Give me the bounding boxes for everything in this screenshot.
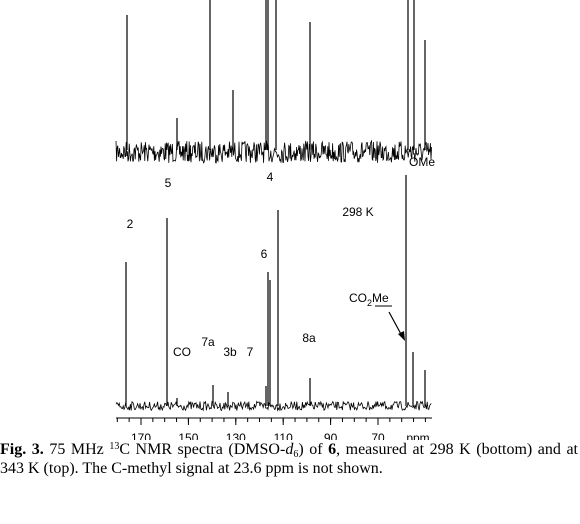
tick-label: 150 [178, 431, 198, 440]
caption-text: 75 MHz [43, 441, 110, 458]
spectra [115, 0, 432, 412]
peak-label: 5 [165, 176, 172, 190]
peak-label: CO2Me [349, 291, 389, 308]
arrow-head [398, 331, 405, 341]
tick-label: 70 [371, 431, 385, 440]
caption-sub: 6 [293, 449, 299, 460]
nmr-figure: OMe 5 4 2 298 K 6 CO2Me CO 7a 3b 7 8a 17… [115, 0, 435, 440]
peak-label: 8a [302, 331, 316, 345]
caption-sup: 13 [109, 441, 120, 452]
temperature-label: 298 K [342, 205, 373, 219]
caption-text: , measured at 298 K (bottom) and at 343 … [0, 441, 579, 477]
label-part: CO [349, 291, 367, 305]
caption-text: C NMR spectra (DMSO- [119, 441, 286, 458]
tick-label: 90 [324, 431, 338, 440]
arrow [388, 311, 403, 337]
spectrum-top-baseline [115, 139, 432, 164]
peak-label: OMe [409, 155, 435, 169]
peak-label: 7 [247, 345, 254, 359]
peak-label: 2 [127, 217, 134, 231]
caption-fig: Fig. 3. [0, 441, 44, 458]
caption-text: ) of [298, 441, 329, 458]
tick-label: 170 [131, 431, 151, 440]
caption: Fig. 3. 75 MHz 13C NMR spectra (DMSO-d6)… [0, 440, 578, 478]
caption-compound: 6 [328, 441, 337, 458]
caption-italic: d [285, 441, 294, 458]
axis-unit: ppm [406, 431, 429, 440]
peak-label: 3b [223, 345, 237, 359]
tick-label: 130 [226, 431, 246, 440]
peak-label: CO [173, 345, 191, 359]
peak-label: 7a [201, 335, 215, 349]
peak-label: 4 [267, 170, 274, 184]
label-part: Me [372, 291, 389, 305]
label-part: 2 [367, 298, 372, 308]
axis-ticks: 170 150 130 110 90 70 ppm [116, 418, 430, 440]
spectrum-bottom-baseline [115, 400, 432, 412]
tick-label: 110 [274, 431, 293, 440]
peak-label: 6 [261, 247, 268, 261]
